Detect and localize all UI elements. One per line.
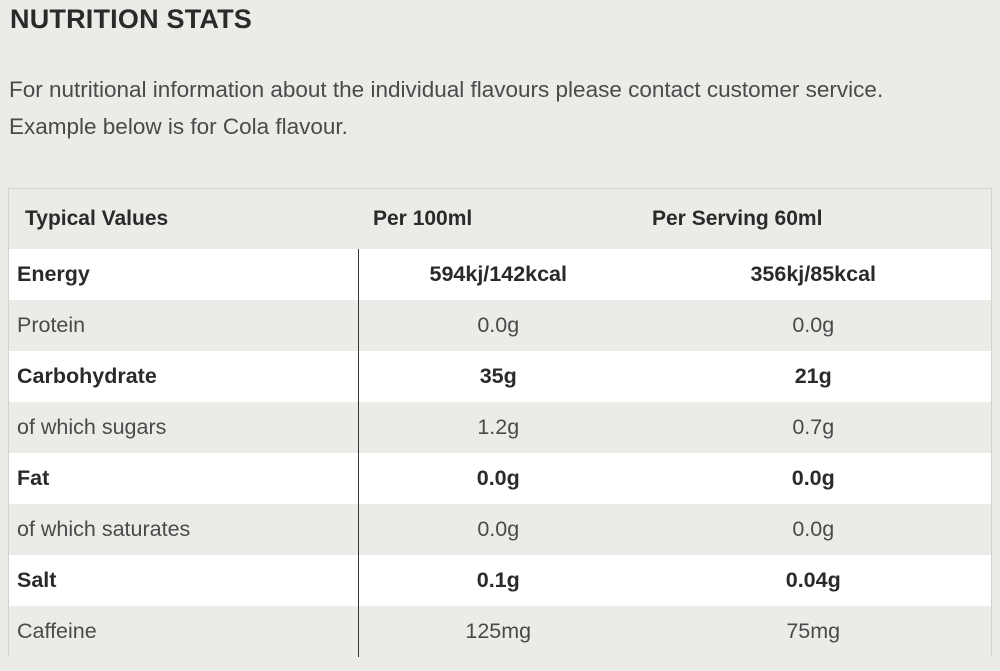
table-row: Protein 0.0g 0.0g	[9, 300, 991, 351]
nutrient-name: Protein	[9, 300, 359, 351]
intro-line-2: Example below is for Cola flavour.	[9, 114, 348, 139]
value-per-100ml: 35g	[358, 351, 644, 402]
table-row: of which sugars 1.2g 0.7g	[9, 402, 991, 453]
value-per-serving: 75mg	[644, 606, 991, 657]
value-per-serving: 0.0g	[644, 453, 991, 504]
table-row: of which saturates 0.0g 0.0g	[9, 504, 991, 555]
table-row: Salt 0.1g 0.04g	[9, 555, 991, 606]
value-per-serving: 0.0g	[644, 300, 991, 351]
value-per-100ml: 594kj/142kcal	[358, 249, 644, 300]
table-header: Typical Values Per 100ml Per Serving 60m…	[9, 189, 991, 249]
value-per-serving: 0.7g	[644, 402, 991, 453]
value-per-serving: 356kj/85kcal	[644, 249, 991, 300]
value-per-100ml: 0.0g	[358, 453, 644, 504]
nutrition-table-container: Typical Values Per 100ml Per Serving 60m…	[8, 188, 992, 657]
nutrient-name: Energy	[9, 249, 359, 300]
nutrient-name: Carbohydrate	[9, 351, 359, 402]
column-header-per-serving: Per Serving 60ml	[644, 189, 991, 249]
table-header-row: Typical Values Per 100ml Per Serving 60m…	[9, 189, 991, 249]
nutrient-name: of which saturates	[9, 504, 359, 555]
intro-text: For nutritional information about the in…	[9, 71, 994, 145]
table-row: Energy 594kj/142kcal 356kj/85kcal	[9, 249, 991, 300]
intro-line-1: For nutritional information about the in…	[9, 77, 884, 102]
page-title: NUTRITION STATS	[10, 4, 252, 34]
value-per-serving: 0.0g	[644, 504, 991, 555]
value-per-100ml: 0.0g	[358, 300, 644, 351]
value-per-100ml: 125mg	[358, 606, 644, 657]
nutrient-name: Salt	[9, 555, 359, 606]
table-row: Caffeine 125mg 75mg	[9, 606, 991, 657]
table-row: Carbohydrate 35g 21g	[9, 351, 991, 402]
value-per-100ml: 0.0g	[358, 504, 644, 555]
table-row: Fat 0.0g 0.0g	[9, 453, 991, 504]
value-per-100ml: 0.1g	[358, 555, 644, 606]
table-body: Energy 594kj/142kcal 356kj/85kcal Protei…	[9, 249, 991, 657]
nutrient-name: Fat	[9, 453, 359, 504]
nutrient-name: of which sugars	[9, 402, 359, 453]
value-per-serving: 0.04g	[644, 555, 991, 606]
value-per-100ml: 1.2g	[358, 402, 644, 453]
nutrition-table: Typical Values Per 100ml Per Serving 60m…	[9, 189, 991, 657]
column-header-typical-values: Typical Values	[9, 189, 358, 249]
column-header-per-100ml: Per 100ml	[358, 189, 644, 249]
nutrient-name: Caffeine	[9, 606, 359, 657]
value-per-serving: 21g	[644, 351, 991, 402]
